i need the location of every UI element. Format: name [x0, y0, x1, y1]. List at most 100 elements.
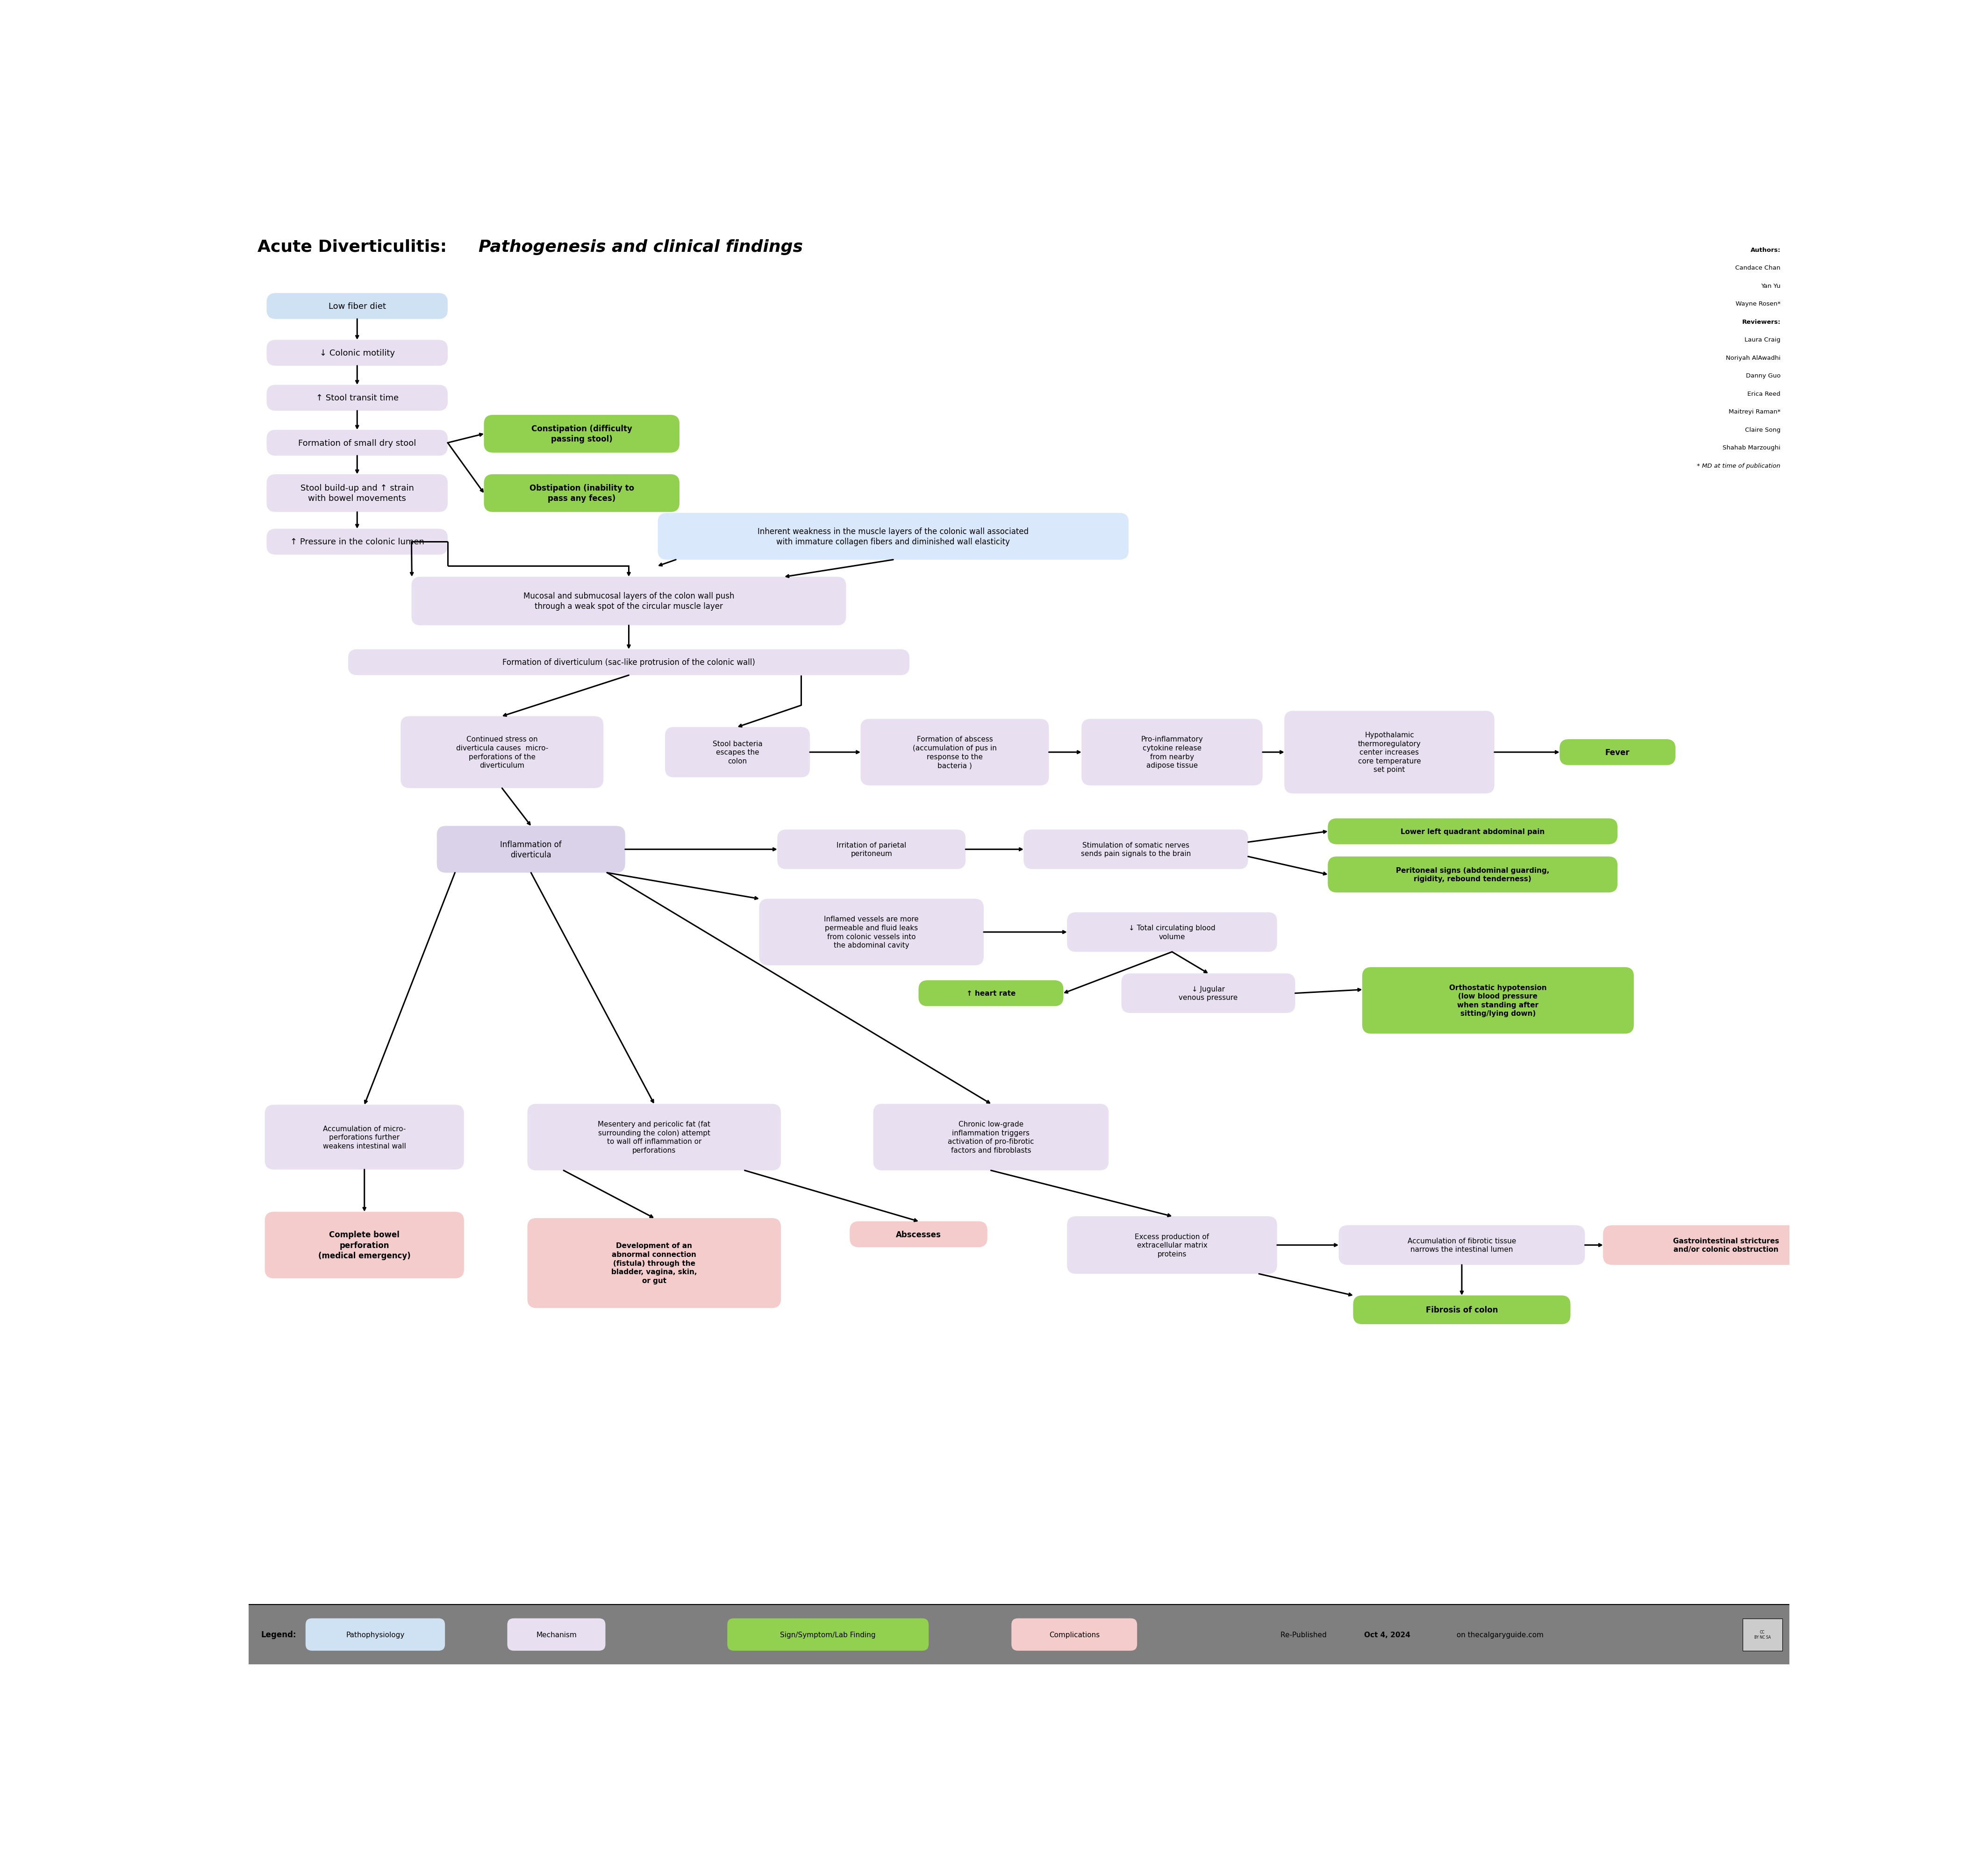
Text: Yan Yu: Yan Yu [1761, 283, 1781, 289]
Text: Accumulation of micro-
perforations further
weakens intestinal wall: Accumulation of micro- perforations furt… [322, 1126, 406, 1150]
Text: Obstipation (inability to
pass any feces): Obstipation (inability to pass any feces… [529, 484, 634, 503]
Text: Laura Craig: Laura Craig [1745, 338, 1781, 343]
FancyBboxPatch shape [437, 825, 624, 872]
Text: Inflamed vessels are more
permeable and fluid leaks
from colonic vessels into
th: Inflamed vessels are more permeable and … [825, 915, 918, 949]
FancyBboxPatch shape [348, 649, 909, 675]
Text: ↑ heart rate: ↑ heart rate [966, 991, 1016, 996]
FancyBboxPatch shape [264, 1212, 463, 1278]
FancyBboxPatch shape [861, 719, 1050, 786]
FancyBboxPatch shape [1338, 1225, 1584, 1264]
FancyBboxPatch shape [248, 1604, 1789, 1664]
Text: Erica Reed: Erica Reed [1747, 390, 1781, 398]
Text: ↑ Stool transit time: ↑ Stool transit time [316, 394, 398, 401]
Text: Noriyah AlAwadhi: Noriyah AlAwadhi [1726, 355, 1781, 360]
FancyBboxPatch shape [1068, 912, 1276, 951]
FancyBboxPatch shape [1559, 739, 1676, 765]
Text: Lower left quadrant abdominal pain: Lower left quadrant abdominal pain [1402, 827, 1545, 835]
Text: Constipation (difficulty
passing stool): Constipation (difficulty passing stool) [531, 424, 632, 443]
Text: Inherent weakness in the muscle layers of the colonic wall associated
with immat: Inherent weakness in the muscle layers o… [757, 527, 1028, 546]
Text: Danny Guo: Danny Guo [1745, 373, 1781, 379]
Text: Wayne Rosen*: Wayne Rosen* [1736, 300, 1781, 308]
Text: Irritation of parietal
peritoneum: Irritation of parietal peritoneum [837, 842, 907, 857]
FancyBboxPatch shape [1024, 829, 1248, 869]
FancyBboxPatch shape [527, 1218, 781, 1308]
Text: Development of an
abnormal connection
(fistula) through the
bladder, vagina, ski: Development of an abnormal connection (f… [610, 1242, 698, 1283]
Text: Legend:: Legend: [260, 1630, 296, 1640]
Text: Abscesses: Abscesses [897, 1231, 940, 1238]
FancyBboxPatch shape [1354, 1296, 1571, 1324]
Text: Gastrointestinal strictures
and/or colonic obstruction: Gastrointestinal strictures and/or colon… [1674, 1238, 1779, 1253]
FancyBboxPatch shape [483, 415, 680, 452]
FancyBboxPatch shape [1121, 974, 1296, 1013]
Text: on thecalgaryguide.com: on thecalgaryguide.com [1455, 1630, 1545, 1638]
Text: Orthostatic hypotension
(low blood pressure
when standing after
sitting/lying do: Orthostatic hypotension (low blood press… [1449, 985, 1547, 1017]
Text: ↑ Pressure in the colonic lumen: ↑ Pressure in the colonic lumen [290, 538, 423, 546]
Text: Mesentery and pericolic fat (fat
surrounding the colon) attempt
to wall off infl: Mesentery and pericolic fat (fat surroun… [598, 1120, 710, 1154]
FancyBboxPatch shape [266, 529, 447, 555]
Text: Formation of abscess
(accumulation of pus in
response to the
bacteria ): Formation of abscess (accumulation of pu… [912, 735, 996, 769]
Text: Stool build-up and ↑ strain
with bowel movements: Stool build-up and ↑ strain with bowel m… [300, 484, 414, 503]
FancyBboxPatch shape [759, 899, 984, 966]
FancyBboxPatch shape [483, 475, 680, 512]
FancyBboxPatch shape [1328, 857, 1618, 893]
Text: Formation of small dry stool: Formation of small dry stool [298, 439, 415, 446]
FancyBboxPatch shape [728, 1619, 928, 1651]
Text: Pathophysiology: Pathophysiology [346, 1630, 404, 1638]
FancyBboxPatch shape [266, 385, 447, 411]
Text: Complete bowel
perforation
(medical emergency): Complete bowel perforation (medical emer… [318, 1231, 412, 1261]
Text: Inflammation of
diverticula: Inflammation of diverticula [501, 840, 563, 859]
FancyBboxPatch shape [1068, 1216, 1276, 1274]
Text: Maitreyi Raman*: Maitreyi Raman* [1730, 409, 1781, 415]
Text: Candace Chan: Candace Chan [1736, 265, 1781, 272]
Text: Chronic low-grade
inflammation triggers
activation of pro-fibrotic
factors and f: Chronic low-grade inflammation triggers … [948, 1120, 1034, 1154]
FancyBboxPatch shape [266, 340, 447, 366]
Text: Acute Diverticulitis:: Acute Diverticulitis: [258, 238, 453, 255]
Text: Excess production of
extracellular matrix
proteins: Excess production of extracellular matri… [1135, 1233, 1209, 1257]
FancyBboxPatch shape [1362, 968, 1634, 1034]
Text: Reviewers:: Reviewers: [1741, 319, 1781, 325]
Text: Pathogenesis and clinical findings: Pathogenesis and clinical findings [479, 238, 803, 255]
FancyBboxPatch shape [266, 430, 447, 456]
Text: ↓ Jugular
venous pressure: ↓ Jugular venous pressure [1179, 985, 1239, 1002]
FancyBboxPatch shape [266, 293, 447, 319]
FancyBboxPatch shape [1328, 818, 1618, 844]
FancyBboxPatch shape [777, 829, 966, 869]
FancyBboxPatch shape [1741, 1619, 1783, 1651]
Text: ↓ Colonic motility: ↓ Colonic motility [320, 349, 396, 356]
Text: Complications: Complications [1050, 1630, 1099, 1638]
Text: Authors:: Authors: [1749, 248, 1781, 253]
FancyBboxPatch shape [1081, 719, 1262, 786]
FancyBboxPatch shape [666, 728, 809, 779]
Text: Accumulation of fibrotic tissue
narrows the intestinal lumen: Accumulation of fibrotic tissue narrows … [1408, 1238, 1517, 1253]
Text: Mechanism: Mechanism [537, 1630, 577, 1638]
Text: Re-Published: Re-Published [1280, 1630, 1330, 1638]
FancyBboxPatch shape [849, 1221, 988, 1248]
FancyBboxPatch shape [1602, 1225, 1849, 1264]
Text: Formation of diverticulum (sac-like protrusion of the colonic wall): Formation of diverticulum (sac-like prot… [503, 658, 755, 666]
Text: Peritoneal signs (abdominal guarding,
rigidity, rebound tenderness): Peritoneal signs (abdominal guarding, ri… [1396, 867, 1549, 882]
FancyBboxPatch shape [873, 1103, 1109, 1171]
Text: Hypothalamic
thermoregulatory
center increases
core temperature
set point: Hypothalamic thermoregulatory center inc… [1358, 732, 1421, 773]
Text: Mucosal and submucosal layers of the colon wall push
through a weak spot of the : Mucosal and submucosal layers of the col… [523, 593, 734, 612]
Text: * MD at time of publication: * MD at time of publication [1698, 463, 1781, 469]
FancyBboxPatch shape [402, 717, 604, 788]
Text: CC
BY NC SA: CC BY NC SA [1753, 1630, 1771, 1640]
FancyBboxPatch shape [306, 1619, 445, 1651]
Text: Fibrosis of colon: Fibrosis of colon [1425, 1306, 1497, 1315]
Text: Low fiber diet: Low fiber diet [328, 302, 386, 311]
Text: Pro-inflammatory
cytokine release
from nearby
adipose tissue: Pro-inflammatory cytokine release from n… [1141, 735, 1203, 769]
Text: ↓ Total circulating blood
volume: ↓ Total circulating blood volume [1129, 925, 1215, 940]
Text: Sign/Symptom/Lab Finding: Sign/Symptom/Lab Finding [779, 1630, 877, 1638]
FancyBboxPatch shape [507, 1619, 606, 1651]
Text: Stool bacteria
escapes the
colon: Stool bacteria escapes the colon [712, 741, 761, 765]
FancyBboxPatch shape [1012, 1619, 1137, 1651]
Text: Stimulation of somatic nerves
sends pain signals to the brain: Stimulation of somatic nerves sends pain… [1081, 842, 1191, 857]
FancyBboxPatch shape [527, 1103, 781, 1171]
FancyBboxPatch shape [412, 578, 847, 625]
FancyBboxPatch shape [1284, 711, 1495, 794]
FancyBboxPatch shape [266, 475, 447, 512]
Text: Continued stress on
diverticula causes  micro-
perforations of the
diverticulum: Continued stress on diverticula causes m… [455, 735, 549, 769]
FancyBboxPatch shape [658, 514, 1129, 561]
Text: Fever: Fever [1604, 749, 1630, 756]
FancyBboxPatch shape [918, 981, 1064, 1006]
